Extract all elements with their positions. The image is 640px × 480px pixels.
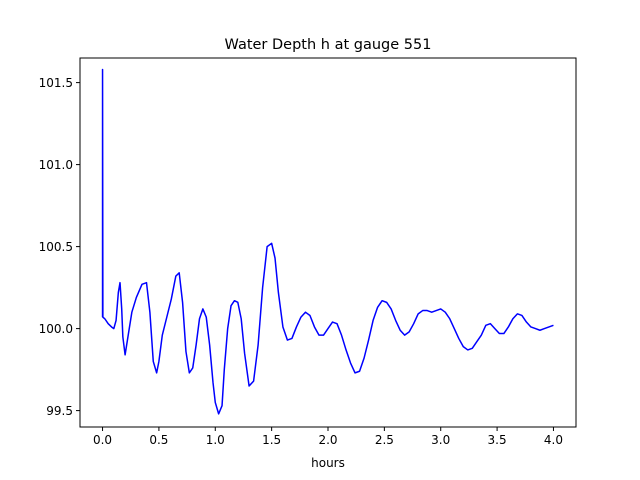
- x-tick-label: 3.5: [488, 433, 507, 447]
- x-tick-label: 1.5: [262, 433, 281, 447]
- y-axis: 99.5 100.0 100.5 101.0 101.5: [39, 76, 80, 418]
- x-tick-label: 3.0: [431, 433, 450, 447]
- y-tick-label: 101.0: [39, 158, 73, 172]
- chart-title: Water Depth h at gauge 551: [225, 37, 432, 53]
- x-tick-label: 2.0: [318, 433, 337, 447]
- y-tick-label: 100.5: [39, 240, 73, 254]
- y-tick-label: 99.5: [46, 404, 73, 418]
- x-axis-label: hours: [311, 456, 345, 470]
- x-tick-label: 4.0: [544, 433, 563, 447]
- x-tick-label: 0.5: [149, 433, 168, 447]
- water-depth-line: [101, 68, 554, 415]
- x-tick-label: 0.0: [93, 433, 112, 447]
- y-tick-label: 100.0: [39, 322, 73, 336]
- x-tick-label: 2.5: [375, 433, 394, 447]
- y-tick-label: 101.5: [39, 76, 73, 90]
- x-axis: 0.0 0.5 1.0 1.5 2.0 2.5 3.0 3.5 4.0: [93, 427, 563, 447]
- x-tick-label: 1.0: [206, 433, 225, 447]
